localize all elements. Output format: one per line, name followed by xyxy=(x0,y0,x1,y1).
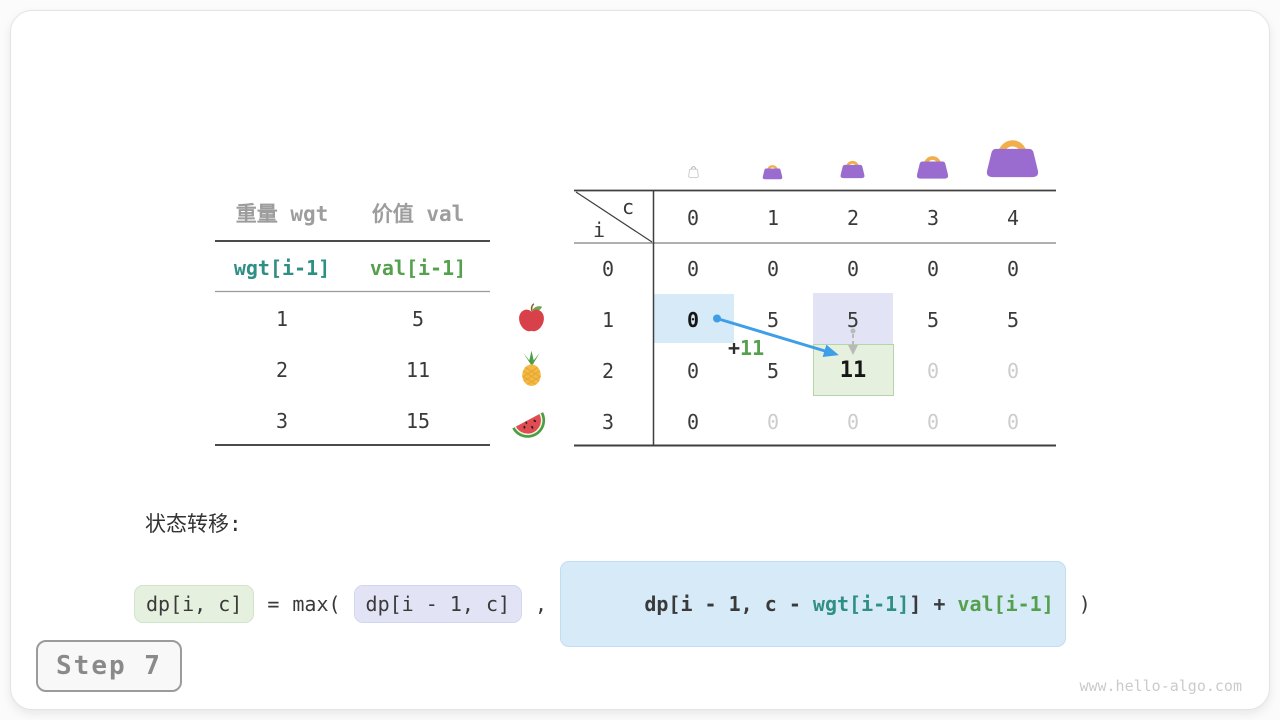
dp-cell: 0 xyxy=(686,410,700,434)
dp-col-header: 0 xyxy=(686,206,700,230)
item-weight: 3 xyxy=(275,409,289,433)
dp-col-header: 4 xyxy=(1006,206,1020,230)
dp-row-header: 2 xyxy=(601,359,615,383)
dp-cell: 0 xyxy=(766,257,780,281)
dp-col-header: 1 xyxy=(766,206,780,230)
dp-cell-pending: 0 xyxy=(1006,359,1020,383)
items-header-value: 价值 val xyxy=(371,202,465,226)
formula-equals: = xyxy=(267,592,280,616)
transition-formula: dp[i, c] = max( dp[i - 1, c] , dp[i - 1,… xyxy=(134,561,1091,647)
dp-cell-pending: 0 xyxy=(846,410,860,434)
dp-cell: 5 xyxy=(926,308,940,332)
dp-cell-pending: 0 xyxy=(926,410,940,434)
dp-col-header: 3 xyxy=(926,206,940,230)
annotation-value: 11 xyxy=(740,336,765,360)
annotation-plus: + xyxy=(728,336,741,360)
dp-cell-pending: 0 xyxy=(766,410,780,434)
formula-take-pill: dp[i - 1, c - wgt[i-1]] + val[i-1] xyxy=(560,561,1066,647)
formula-result-pill: dp[i, c] xyxy=(134,585,255,623)
dp-row-header: 0 xyxy=(601,257,615,281)
dp-cell: 0 xyxy=(686,359,700,383)
dp-cell-pending: 0 xyxy=(1006,410,1020,434)
take-part-plus: ] + xyxy=(909,592,958,616)
dp-cell-current: 11 xyxy=(839,358,867,383)
formula-comma: , xyxy=(535,592,548,616)
item-value: 15 xyxy=(405,409,431,433)
dp-cell: 5 xyxy=(1006,308,1020,332)
item-weight: 1 xyxy=(275,307,289,331)
transition-label: 状态转移: xyxy=(145,512,242,536)
dp-corner-col-var: c xyxy=(621,195,635,219)
step-badge: Step 7 xyxy=(36,640,182,692)
dp-cell-pending: 0 xyxy=(926,359,940,383)
dp-row-header: 1 xyxy=(601,308,615,332)
take-part-wgt: wgt[i-1] xyxy=(812,592,910,616)
items-index-wgt: wgt[i-1] xyxy=(233,256,331,280)
transition-add-annotation: + 11 xyxy=(728,336,764,360)
dp-cell-above: 5 xyxy=(846,308,860,332)
item-value: 11 xyxy=(405,358,431,382)
dp-cell: 5 xyxy=(766,359,780,383)
dp-row-header: 3 xyxy=(601,410,615,434)
dp-cell-source: 0 xyxy=(686,308,700,332)
dp-col-header: 2 xyxy=(846,206,860,230)
dp-cell: 0 xyxy=(926,257,940,281)
items-header-weight: 重量 wgt xyxy=(235,202,329,226)
item-value: 5 xyxy=(411,307,425,331)
dp-cell: 0 xyxy=(686,257,700,281)
dp-cell: 0 xyxy=(1006,257,1020,281)
formula-max-open: max( xyxy=(292,592,341,616)
watermark: www.hello-algo.com xyxy=(1079,677,1242,695)
item-weight: 2 xyxy=(275,358,289,382)
formula-close-paren: ) xyxy=(1078,592,1091,616)
items-index-val: val[i-1] xyxy=(369,256,467,280)
formula-keep-pill: dp[i - 1, c] xyxy=(353,585,523,623)
dp-corner-row-var: i xyxy=(592,218,606,242)
dp-cell: 0 xyxy=(846,257,860,281)
take-part-val: val[i-1] xyxy=(957,592,1054,616)
take-part-dp: dp[i - 1, c - xyxy=(644,592,813,616)
